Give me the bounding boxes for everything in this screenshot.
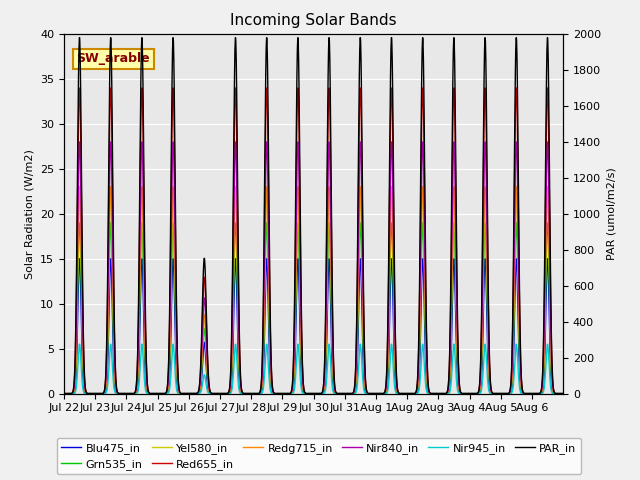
- Nir945_in: [343, 391, 351, 396]
- Redg715_in: [76, 184, 83, 190]
- Red655_in: [60, 391, 68, 396]
- Blu475_in: [218, 391, 225, 396]
- Nir840_in: [559, 391, 567, 396]
- Grn535_in: [76, 220, 83, 226]
- Redg715_in: [110, 347, 118, 352]
- Nir945_in: [492, 391, 499, 396]
- Legend: Blu475_in, Grn535_in, Yel580_in, Red655_in, Redg715_in, Nir840_in, Nir945_in, PA: Blu475_in, Grn535_in, Yel580_in, Red655_…: [57, 438, 581, 474]
- Blu475_in: [60, 391, 68, 396]
- Red655_in: [218, 391, 225, 396]
- PAR_in: [559, 391, 567, 396]
- Line: Red655_in: Red655_in: [64, 88, 563, 394]
- Y-axis label: Solar Radiation (W/m2): Solar Radiation (W/m2): [24, 149, 35, 278]
- Grn535_in: [60, 391, 68, 396]
- Nir840_in: [110, 332, 118, 337]
- Yel580_in: [60, 391, 68, 396]
- Yel580_in: [110, 347, 118, 352]
- Red655_in: [492, 391, 499, 396]
- Grn535_in: [559, 391, 567, 396]
- PAR_in: [492, 391, 499, 396]
- PAR_in: [552, 391, 560, 396]
- Yel580_in: [463, 391, 471, 396]
- Nir840_in: [218, 391, 225, 396]
- Blu475_in: [492, 391, 499, 396]
- Line: Blu475_in: Blu475_in: [64, 259, 563, 394]
- Nir945_in: [559, 391, 567, 396]
- PAR_in: [218, 391, 225, 396]
- Blu475_in: [110, 371, 118, 377]
- Grn535_in: [343, 391, 351, 396]
- Nir945_in: [463, 391, 471, 396]
- Nir840_in: [463, 391, 471, 396]
- PAR_in: [60, 391, 68, 396]
- Blu475_in: [463, 391, 471, 396]
- Blu475_in: [552, 391, 560, 396]
- Redg715_in: [463, 391, 471, 396]
- PAR_in: [76, 35, 83, 41]
- Red655_in: [463, 391, 471, 396]
- Blu475_in: [559, 391, 567, 396]
- PAR_in: [110, 299, 118, 305]
- Red655_in: [76, 85, 83, 91]
- Grn535_in: [492, 391, 499, 396]
- Grn535_in: [218, 391, 225, 396]
- Nir840_in: [343, 391, 351, 396]
- Grn535_in: [110, 358, 118, 364]
- Red655_in: [343, 391, 351, 396]
- Nir840_in: [492, 391, 499, 396]
- Redg715_in: [343, 391, 351, 396]
- Red655_in: [552, 391, 560, 396]
- Line: Yel580_in: Yel580_in: [64, 187, 563, 394]
- Line: Nir945_in: Nir945_in: [64, 344, 563, 394]
- Redg715_in: [218, 391, 225, 396]
- Nir945_in: [110, 385, 118, 391]
- Nir945_in: [60, 391, 68, 396]
- Yel580_in: [492, 391, 499, 396]
- Nir840_in: [76, 139, 83, 145]
- PAR_in: [463, 391, 471, 396]
- Nir945_in: [76, 341, 83, 347]
- Grn535_in: [552, 391, 560, 396]
- Nir840_in: [552, 391, 560, 396]
- Blu475_in: [343, 391, 351, 396]
- Grn535_in: [463, 391, 471, 396]
- Yel580_in: [552, 391, 560, 396]
- Line: Redg715_in: Redg715_in: [64, 187, 563, 394]
- Redg715_in: [559, 391, 567, 396]
- Redg715_in: [552, 391, 560, 396]
- PAR_in: [343, 391, 351, 396]
- Title: Incoming Solar Bands: Incoming Solar Bands: [230, 13, 397, 28]
- Redg715_in: [492, 391, 499, 396]
- Yel580_in: [559, 391, 567, 396]
- Redg715_in: [60, 391, 68, 396]
- Line: Grn535_in: Grn535_in: [64, 223, 563, 394]
- Nir840_in: [60, 391, 68, 396]
- Text: SW_arable: SW_arable: [77, 52, 150, 65]
- Yel580_in: [218, 391, 225, 396]
- Y-axis label: PAR (umol/m2/s): PAR (umol/m2/s): [607, 167, 616, 260]
- Line: Nir840_in: Nir840_in: [64, 142, 563, 394]
- Nir945_in: [552, 391, 560, 396]
- Yel580_in: [76, 184, 83, 190]
- Nir945_in: [218, 391, 225, 396]
- Red655_in: [110, 312, 118, 318]
- Line: PAR_in: PAR_in: [64, 38, 563, 394]
- Yel580_in: [343, 391, 351, 396]
- Red655_in: [559, 391, 567, 396]
- Blu475_in: [76, 256, 83, 262]
